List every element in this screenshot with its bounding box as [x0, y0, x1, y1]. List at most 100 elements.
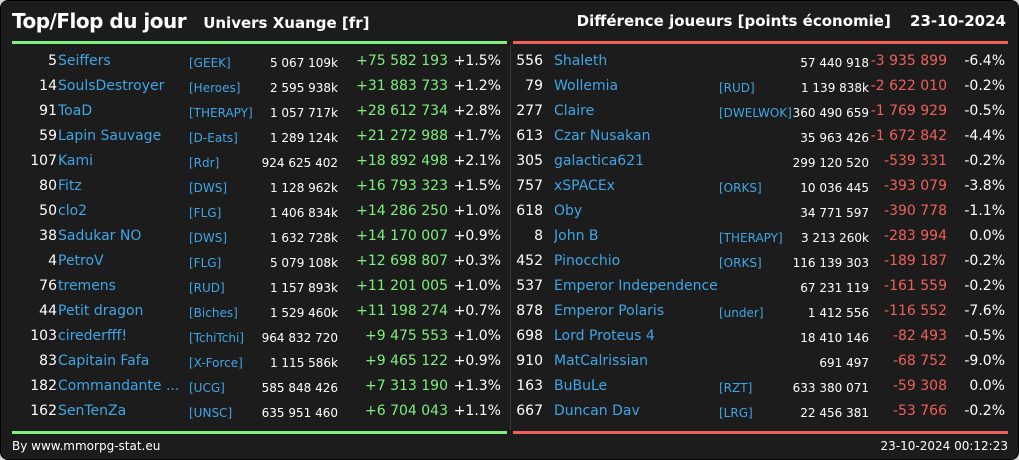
percent-value: -0.5%	[964, 328, 1005, 344]
diff-value: +75 582 193	[356, 53, 448, 69]
diff-value: +28 612 734	[356, 103, 448, 119]
points-value: 1 157 893k	[269, 281, 338, 295]
player-name[interactable]: Claire	[554, 103, 595, 119]
player-name[interactable]: Duncan Dav	[554, 403, 640, 419]
alliance-tag[interactable]: [DWS]	[189, 231, 228, 245]
rank: 5	[48, 53, 57, 69]
percent-value: -0.5%	[964, 103, 1005, 119]
percent-value: +2.1%	[453, 153, 501, 169]
percent-value: +0.9%	[453, 228, 501, 244]
player-name[interactable]: Wollemia	[554, 78, 619, 94]
player-name[interactable]: Kami	[58, 153, 94, 169]
diff-value: -1 769 929	[870, 103, 947, 119]
alliance-tag[interactable]: [THERAPY]	[719, 231, 783, 245]
player-name[interactable]: Shaleth	[554, 53, 608, 69]
points-value: 964 832 720	[261, 331, 338, 345]
player-name[interactable]: John B	[554, 228, 599, 244]
player-name[interactable]: Lord Proteus 4	[554, 328, 655, 344]
gainer-row: 4 PetroV [FLG] 5 079 108k +12 698 807 +0.3%	[12, 249, 508, 274]
timestamp-text: 23-10-2024 00:12:23	[880, 439, 1008, 453]
diff-value: +11 198 274	[356, 303, 448, 319]
alliance-tag[interactable]: [Heroes]	[189, 81, 241, 95]
player-name[interactable]: SoulsDestroyer	[58, 78, 165, 94]
alliance-tag[interactable]: [ORKS]	[719, 256, 762, 270]
rank: 79	[525, 78, 543, 94]
header-right: Différence joueurs [points économie] 23-…	[577, 12, 1006, 30]
player-name[interactable]: Seiffers	[58, 53, 111, 69]
player-name[interactable]: MatCalrissian	[554, 353, 648, 369]
points-value: 116 139 303	[792, 256, 869, 270]
alliance-tag[interactable]: [LRG]	[719, 406, 753, 420]
player-name[interactable]: galactica621	[554, 153, 645, 169]
alliance-tag[interactable]: [DWS]	[189, 181, 228, 195]
alliance-tag[interactable]: [D-Eats]	[189, 131, 238, 145]
player-name[interactable]: PetroV	[58, 253, 104, 269]
alliance-tag[interactable]: [under]	[719, 306, 764, 320]
diff-value: +11 201 005	[356, 278, 448, 294]
rank: 38	[39, 228, 57, 244]
gainer-row: 107 Kami [Rdr] 924 625 402 +18 892 498 +2.1%	[12, 149, 508, 174]
alliance-tag[interactable]: [RUD]	[719, 81, 755, 95]
alliance-tag[interactable]: [THERAPY]	[189, 106, 253, 120]
player-name[interactable]: Sadukar NO	[58, 228, 142, 244]
alliance-tag[interactable]: [Biches]	[189, 306, 238, 320]
points-value: 10 036 445	[800, 181, 869, 195]
alliance-tag[interactable]: [FLG]	[189, 256, 222, 270]
rank: 618	[516, 203, 543, 219]
player-name[interactable]: cirederfff!	[58, 328, 128, 344]
player-name[interactable]: Petit dragon	[58, 303, 144, 319]
rank: 4	[48, 253, 57, 269]
top-divider-green	[12, 41, 507, 44]
percent-value: -0.2%	[964, 278, 1005, 294]
alliance-tag[interactable]: [TchiTchi]	[189, 331, 245, 345]
alliance-tag[interactable]: [UNSC]	[189, 406, 233, 420]
rank: 50	[39, 203, 57, 219]
alliance-tag[interactable]: [RZT]	[719, 381, 753, 395]
player-name[interactable]: BuBuLe	[554, 378, 608, 394]
player-name[interactable]: Commandante ...	[58, 378, 180, 394]
diff-value: +16 793 323	[356, 178, 448, 194]
player-name[interactable]: tremens	[58, 278, 116, 294]
diff-value: +31 883 733	[356, 78, 448, 94]
alliance-tag[interactable]: [Rdr]	[189, 156, 220, 170]
player-name[interactable]: Pinocchio	[554, 253, 621, 269]
alliance-tag[interactable]: [ORKS]	[719, 181, 762, 195]
gainer-row: 38 Sadukar NO [DWS] 1 632 728k +14 170 007 +0…	[12, 224, 508, 249]
percent-value: +1.0%	[453, 203, 501, 219]
alliance-tag[interactable]: [X-Force]	[189, 356, 243, 370]
player-name[interactable]: Lapin Sauvage	[58, 128, 162, 144]
page-title: Top/Flop du jour	[12, 9, 187, 33]
alliance-tag[interactable]: [RUD]	[189, 281, 225, 295]
player-name[interactable]: Emperor Independence	[554, 278, 718, 294]
player-name[interactable]: Czar Nusakan	[554, 128, 651, 144]
gainer-row: 59 Lapin Sauvage [D-Eats] 1 289 124k +21 272…	[12, 124, 508, 149]
player-name[interactable]: Capitain Fafa	[58, 353, 150, 369]
player-name[interactable]: Fitz	[58, 178, 82, 194]
player-name[interactable]: ToaD	[58, 103, 93, 119]
loser-row: 452 Pinocchio [ORKS] 116 139 303 -189 187 -0.…	[513, 249, 1009, 274]
points-value: 1 057 717k	[269, 106, 338, 120]
alliance-tag[interactable]: [DWELWOK]	[719, 106, 792, 120]
percent-value: +1.1%	[453, 403, 501, 419]
player-name[interactable]: Emperor Polaris	[554, 303, 665, 319]
player-name[interactable]: xSPACEx	[554, 178, 615, 194]
rank: 452	[516, 253, 543, 269]
percent-value: +1.5%	[453, 178, 501, 194]
header-left: Top/Flop du jour Univers Xuange [fr]	[12, 9, 370, 33]
alliance-tag[interactable]: [FLG]	[189, 206, 222, 220]
gainer-row: 91 ToaD [THERAPY] 1 057 717k +28 612 734 +2.8…	[12, 99, 508, 124]
column-divider	[510, 45, 511, 430]
gainer-row: 50 clo2 [FLG] 1 406 834k +14 286 250 +1.0%	[12, 199, 508, 224]
diff-value: -59 308	[892, 378, 947, 394]
points-value: 3 213 260k	[800, 231, 869, 245]
player-name[interactable]: SenTenZa	[58, 403, 127, 419]
points-value: 34 771 597	[800, 206, 869, 220]
player-name[interactable]: clo2	[58, 203, 88, 219]
player-name[interactable]: Oby	[554, 203, 583, 219]
alliance-tag[interactable]: [GEEK]	[189, 56, 231, 70]
loser-row: 305 galactica621 299 120 520 -539 331 -0.2%	[513, 149, 1009, 174]
alliance-tag[interactable]: [UCG]	[189, 381, 225, 395]
percent-value: +1.3%	[453, 378, 501, 394]
gainer-row: 162 SenTenZa [UNSC] 635 951 460 +6 704 043 +1…	[12, 399, 508, 424]
